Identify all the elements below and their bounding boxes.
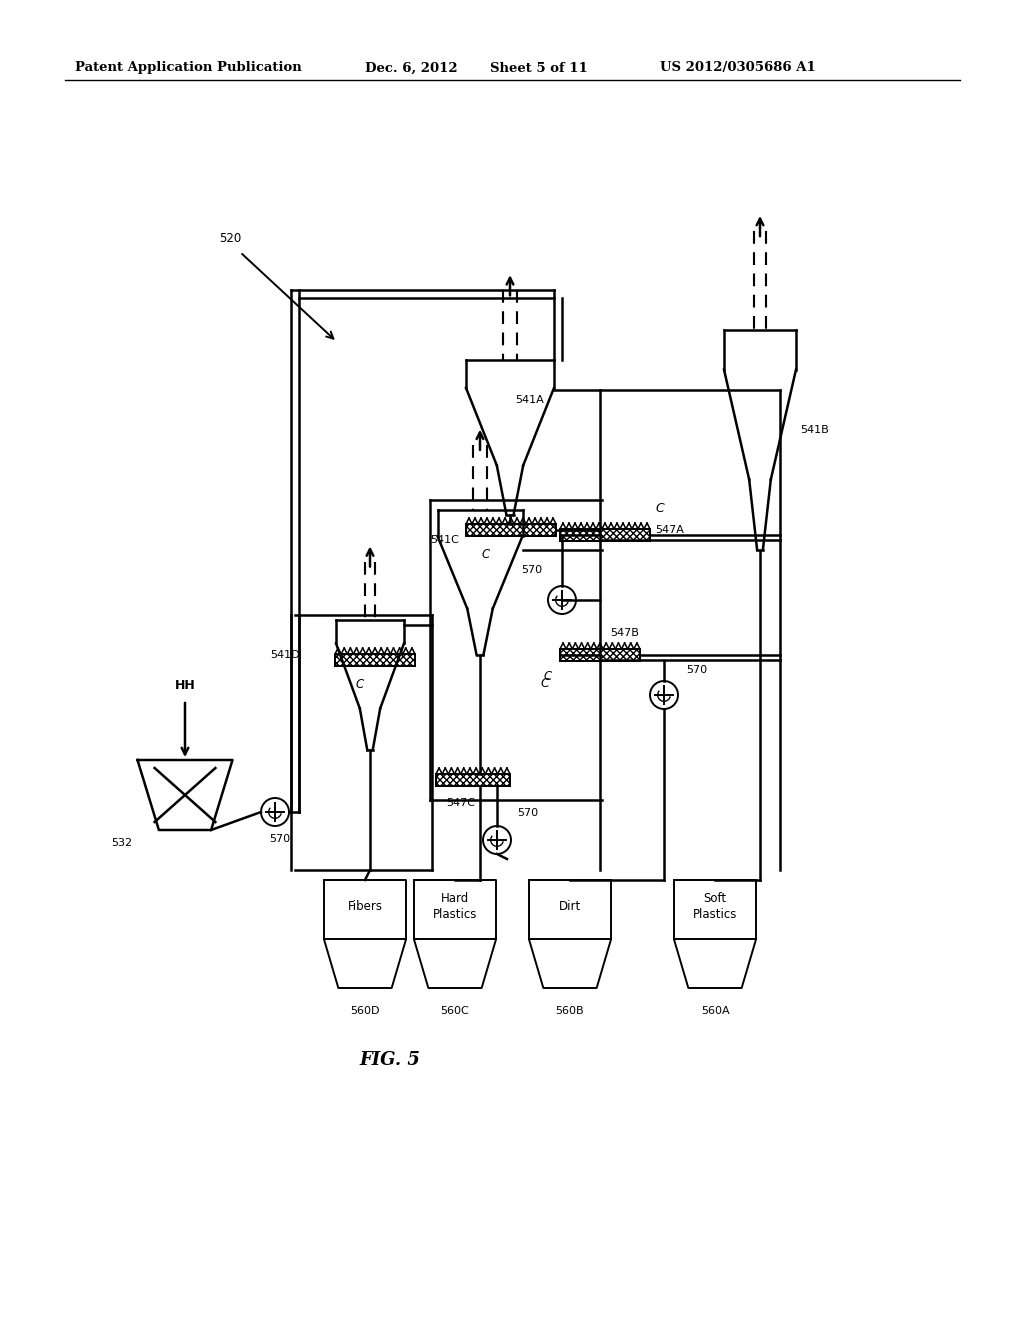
Text: 541D: 541D [270,649,300,660]
Text: HH: HH [175,678,196,692]
Text: 570: 570 [269,834,291,843]
Text: 560D: 560D [350,1006,380,1016]
Text: C: C [482,548,490,561]
Bar [560,529,650,541]
Text: 560C: 560C [440,1006,469,1016]
Text: Sheet 5 of 11: Sheet 5 of 11 [490,62,588,74]
Text: 532: 532 [112,838,132,847]
Text: C: C [544,671,552,682]
Text: Soft: Soft [703,892,727,906]
Bar [436,774,510,785]
Text: 560A: 560A [700,1006,729,1016]
Text: US 2012/0305686 A1: US 2012/0305686 A1 [660,62,816,74]
Text: Patent Application Publication: Patent Application Publication [75,62,302,74]
Text: Dec. 6, 2012: Dec. 6, 2012 [365,62,458,74]
Text: 560B: 560B [556,1006,585,1016]
Text: Dirt: Dirt [559,900,582,913]
Text: 547A: 547A [655,525,684,535]
Text: 520: 520 [219,232,241,246]
Bar [335,653,415,667]
Text: C: C [655,502,664,515]
Text: 547C: 547C [446,799,475,808]
Text: 541C: 541C [430,535,459,545]
Text: Fibers: Fibers [347,900,383,913]
Text: 547B: 547B [610,628,639,638]
Text: FIG. 5: FIG. 5 [359,1051,421,1069]
Text: C: C [541,677,549,690]
Bar [560,649,640,661]
Text: 570: 570 [517,808,539,818]
Text: Plastics: Plastics [693,908,737,921]
Text: Hard: Hard [441,892,469,906]
Text: 541A: 541A [515,395,544,405]
Text: 570: 570 [686,665,708,675]
Bar [466,524,556,536]
Text: 570: 570 [521,565,543,576]
Polygon shape [137,760,232,830]
Text: Plastics: Plastics [433,908,477,921]
Text: 541B: 541B [800,425,828,436]
Text: C: C [356,678,365,690]
